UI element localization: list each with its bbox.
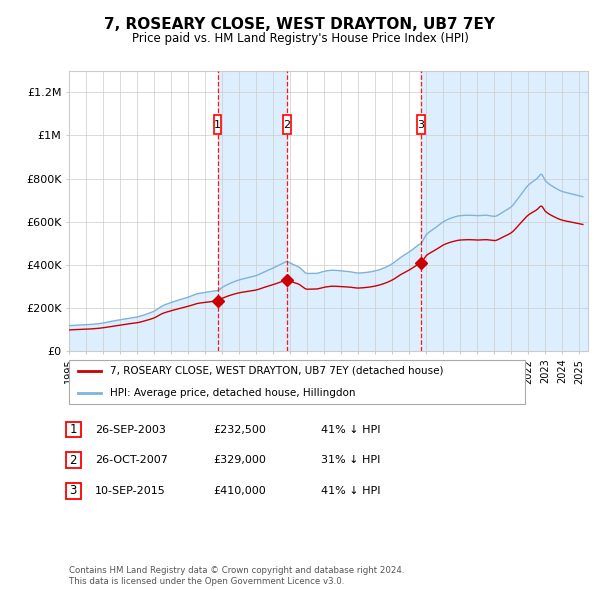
Text: £329,000: £329,000 [213,455,266,465]
Text: 1: 1 [70,423,77,436]
FancyBboxPatch shape [65,452,81,468]
Text: 26-SEP-2003: 26-SEP-2003 [95,425,166,434]
Text: 7, ROSEARY CLOSE, WEST DRAYTON, UB7 7EY (detached house): 7, ROSEARY CLOSE, WEST DRAYTON, UB7 7EY … [110,366,443,376]
Text: 7, ROSEARY CLOSE, WEST DRAYTON, UB7 7EY: 7, ROSEARY CLOSE, WEST DRAYTON, UB7 7EY [104,17,496,32]
Text: 41% ↓ HPI: 41% ↓ HPI [321,425,380,434]
Text: 3: 3 [70,484,77,497]
Text: 41% ↓ HPI: 41% ↓ HPI [321,486,380,496]
FancyBboxPatch shape [417,115,425,135]
Text: £410,000: £410,000 [213,486,266,496]
FancyBboxPatch shape [214,115,221,135]
FancyBboxPatch shape [65,421,81,438]
Text: 31% ↓ HPI: 31% ↓ HPI [321,455,380,465]
Text: 3: 3 [418,120,425,130]
Text: Price paid vs. HM Land Registry's House Price Index (HPI): Price paid vs. HM Land Registry's House … [131,32,469,45]
Text: 2: 2 [283,120,290,130]
Text: HPI: Average price, detached house, Hillingdon: HPI: Average price, detached house, Hill… [110,388,356,398]
Bar [421,71,588,351]
FancyBboxPatch shape [283,115,291,135]
Text: £232,500: £232,500 [213,425,266,434]
Bar [218,71,287,351]
Text: 26-OCT-2007: 26-OCT-2007 [95,455,167,465]
Text: 10-SEP-2015: 10-SEP-2015 [95,486,166,496]
FancyBboxPatch shape [65,483,81,499]
Text: 1: 1 [214,120,221,130]
Text: 2: 2 [70,454,77,467]
Text: Contains HM Land Registry data © Crown copyright and database right 2024.
This d: Contains HM Land Registry data © Crown c… [69,566,404,586]
FancyBboxPatch shape [69,360,525,404]
